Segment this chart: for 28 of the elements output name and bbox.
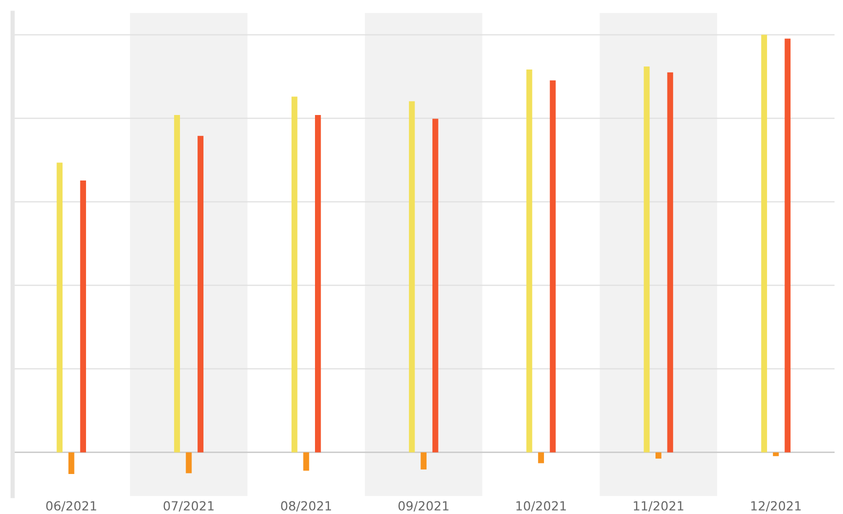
bar [186, 452, 192, 474]
bar [68, 452, 74, 474]
bar [772, 452, 779, 456]
bar [198, 136, 204, 452]
x-tick-label: 08/2021 [281, 501, 331, 512]
bar [292, 96, 298, 452]
bar [420, 452, 427, 470]
x-tick-label: 12/2021 [751, 501, 801, 512]
bar [314, 114, 321, 452]
x-tick-label: 07/2021 [164, 501, 214, 512]
x-tick-label: 06/2021 [46, 501, 96, 512]
bar [667, 72, 674, 452]
x-tick-label: 09/2021 [398, 501, 448, 512]
x-tick-label: 11/2021 [634, 501, 684, 512]
bar [526, 69, 532, 452]
bar [784, 38, 791, 452]
bar [408, 101, 415, 452]
bar [303, 452, 310, 471]
bar [56, 162, 63, 452]
bar [550, 80, 556, 452]
bar [761, 34, 768, 452]
bar [432, 118, 438, 452]
bar [656, 452, 662, 459]
bar [644, 66, 650, 452]
x-tick-label: 10/2021 [516, 501, 566, 512]
bar [80, 180, 86, 452]
bar [174, 114, 180, 452]
bar [538, 452, 544, 464]
